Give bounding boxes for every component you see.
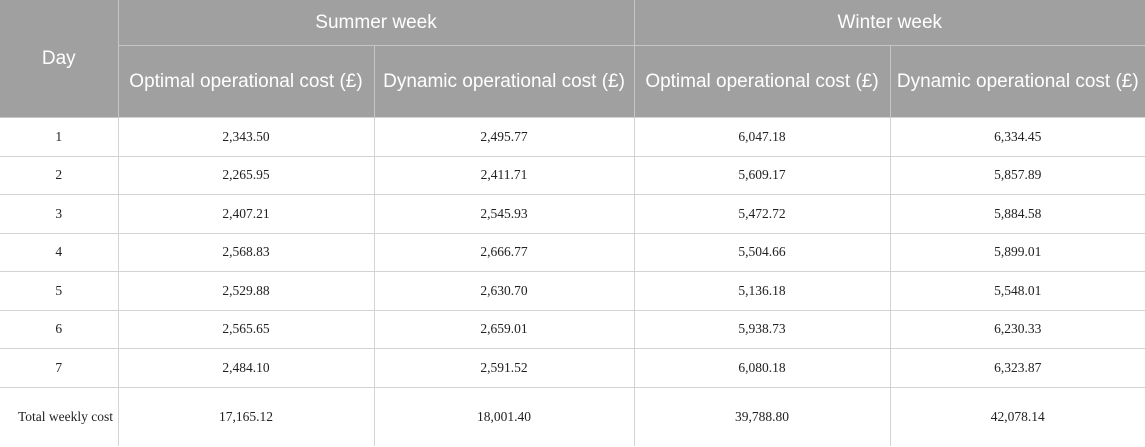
summer-dynamic-total-cell: 18,001.40 [373,386,635,446]
day-cell: 4 [0,232,118,272]
summer-optimal-cell: 2,407.21 [117,194,374,233]
summer-dynamic-cell: 2,659.01 [373,309,635,349]
table-row: 4 2,568.83 2,666.77 5,504.66 5,899.01 [0,232,1145,272]
summer-optimal-cost-header: Optimal operational cost (£) [117,45,375,118]
summer-optimal-cell: 2,529.88 [117,271,374,310]
table-row: 7 2,484.10 2,591.52 6,080.18 6,323.87 [0,348,1145,387]
winter-optimal-cell: 6,080.18 [633,348,891,387]
winter-optimal-cell: 5,938.73 [633,309,891,349]
winter-dynamic-cost-header: Dynamic operational cost (£) [889,45,1145,118]
winter-dynamic-cell: 5,884.58 [889,194,1145,233]
table-row: 1 2,343.50 2,495.77 6,047.18 6,334.45 [0,117,1145,156]
winter-optimal-cell: 5,504.66 [633,232,891,272]
day-cell: 5 [0,271,118,310]
summer-dynamic-cell: 2,630.70 [373,271,635,310]
winter-dynamic-total-cell: 42,078.14 [889,386,1145,446]
winter-dynamic-cell: 6,334.45 [889,117,1145,156]
winter-dynamic-cell: 5,857.89 [889,155,1145,195]
total-row: Total weekly cost 17,165.12 18,001.40 39… [0,386,1145,446]
day-cell: 7 [0,348,118,387]
summer-optimal-cell: 2,568.83 [117,232,374,272]
table-header: Day Summer week Winter week Optimal oper… [0,0,1145,118]
summer-optimal-cell: 2,343.50 [117,117,374,156]
summer-dynamic-cell: 2,411.71 [373,155,635,195]
summer-dynamic-cell: 2,545.93 [373,194,635,233]
winter-dynamic-cell: 5,899.01 [889,232,1145,272]
winter-dynamic-cell: 5,548.01 [889,271,1145,310]
table-row: 5 2,529.88 2,630.70 5,136.18 5,548.01 [0,271,1145,310]
day-column-header: Day [0,0,119,118]
winter-optimal-cell: 5,472.72 [633,194,891,233]
winter-dynamic-cell: 6,230.33 [889,309,1145,349]
day-cell: 3 [0,194,118,233]
summer-dynamic-cell: 2,495.77 [373,117,635,156]
summer-optimal-total-cell: 17,165.12 [117,386,374,446]
winter-week-group-header: Winter week [633,0,1145,46]
summer-optimal-cell: 2,265.95 [117,155,374,195]
winter-optimal-total-cell: 39,788.80 [633,386,891,446]
summer-optimal-cell: 2,484.10 [117,348,374,387]
winter-dynamic-cell: 6,323.87 [889,348,1145,387]
day-cell: 2 [0,155,118,195]
summer-dynamic-cost-header: Dynamic operational cost (£) [373,45,635,118]
table-body: 1 2,343.50 2,495.77 6,047.18 6,334.45 2 … [0,117,1145,446]
total-label-cell: Total weekly cost [0,386,118,446]
table-row: 3 2,407.21 2,545.93 5,472.72 5,884.58 [0,194,1145,233]
winter-optimal-cell: 6,047.18 [633,117,891,156]
summer-optimal-cell: 2,565.65 [117,309,374,349]
day-cell: 1 [0,117,118,156]
summer-week-group-header: Summer week [117,0,635,46]
winter-optimal-cell: 5,609.17 [633,155,891,195]
summer-dynamic-cell: 2,666.77 [373,232,635,272]
table-row: 2 2,265.95 2,411.71 5,609.17 5,857.89 [0,155,1145,195]
winter-optimal-cost-header: Optimal operational cost (£) [633,45,891,118]
winter-optimal-cell: 5,136.18 [633,271,891,310]
day-cell: 6 [0,309,118,349]
summer-dynamic-cell: 2,591.52 [373,348,635,387]
table-row: 6 2,565.65 2,659.01 5,938.73 6,230.33 [0,309,1145,349]
